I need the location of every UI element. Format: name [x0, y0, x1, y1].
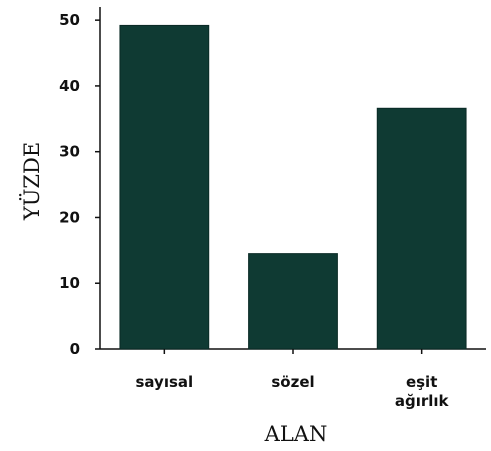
- y-tick-label: 40: [59, 77, 80, 95]
- x-tick-label: sözel: [271, 373, 314, 391]
- y-tick-label: 0: [70, 340, 80, 358]
- y-tick-label: 50: [59, 11, 80, 29]
- y-tick-label: 30: [59, 143, 80, 161]
- y-axis-ticks: 0 10 20 30 40 50: [59, 11, 100, 358]
- y-axis-title: YÜZDE: [19, 142, 44, 221]
- bar: [248, 253, 338, 350]
- x-tick-label: ağırlık: [395, 392, 450, 410]
- x-axis-title: ALAN: [264, 422, 328, 446]
- x-tick-label: sayısal: [135, 373, 193, 391]
- bar: [376, 107, 467, 350]
- x-tick-label: eşit: [406, 373, 437, 391]
- y-tick-label: 10: [59, 274, 80, 292]
- y-tick-label: 20: [59, 208, 80, 226]
- bars: [119, 24, 467, 350]
- bar: [119, 24, 210, 350]
